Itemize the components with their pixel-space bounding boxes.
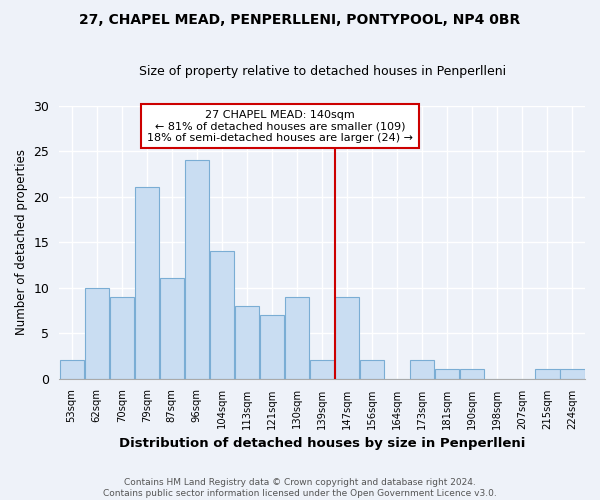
Bar [85,288,109,378]
Bar [310,360,334,378]
Bar [410,360,434,378]
Bar [460,370,484,378]
Bar [160,278,184,378]
Y-axis label: Number of detached properties: Number of detached properties [15,149,28,335]
Bar [360,360,385,378]
Bar [110,296,134,378]
Bar [185,160,209,378]
Title: Size of property relative to detached houses in Penperlleni: Size of property relative to detached ho… [139,65,506,78]
Bar [134,188,159,378]
Bar [560,370,584,378]
Bar [535,370,560,378]
Text: Contains HM Land Registry data © Crown copyright and database right 2024.
Contai: Contains HM Land Registry data © Crown c… [103,478,497,498]
Text: 27, CHAPEL MEAD, PENPERLLENI, PONTYPOOL, NP4 0BR: 27, CHAPEL MEAD, PENPERLLENI, PONTYPOOL,… [79,12,521,26]
Text: 27 CHAPEL MEAD: 140sqm
← 81% of detached houses are smaller (109)
18% of semi-de: 27 CHAPEL MEAD: 140sqm ← 81% of detached… [147,110,413,143]
Bar [335,296,359,378]
Bar [435,370,460,378]
Bar [235,306,259,378]
Bar [285,296,309,378]
Bar [210,251,234,378]
Bar [260,315,284,378]
X-axis label: Distribution of detached houses by size in Penperlleni: Distribution of detached houses by size … [119,437,525,450]
Bar [59,360,84,378]
